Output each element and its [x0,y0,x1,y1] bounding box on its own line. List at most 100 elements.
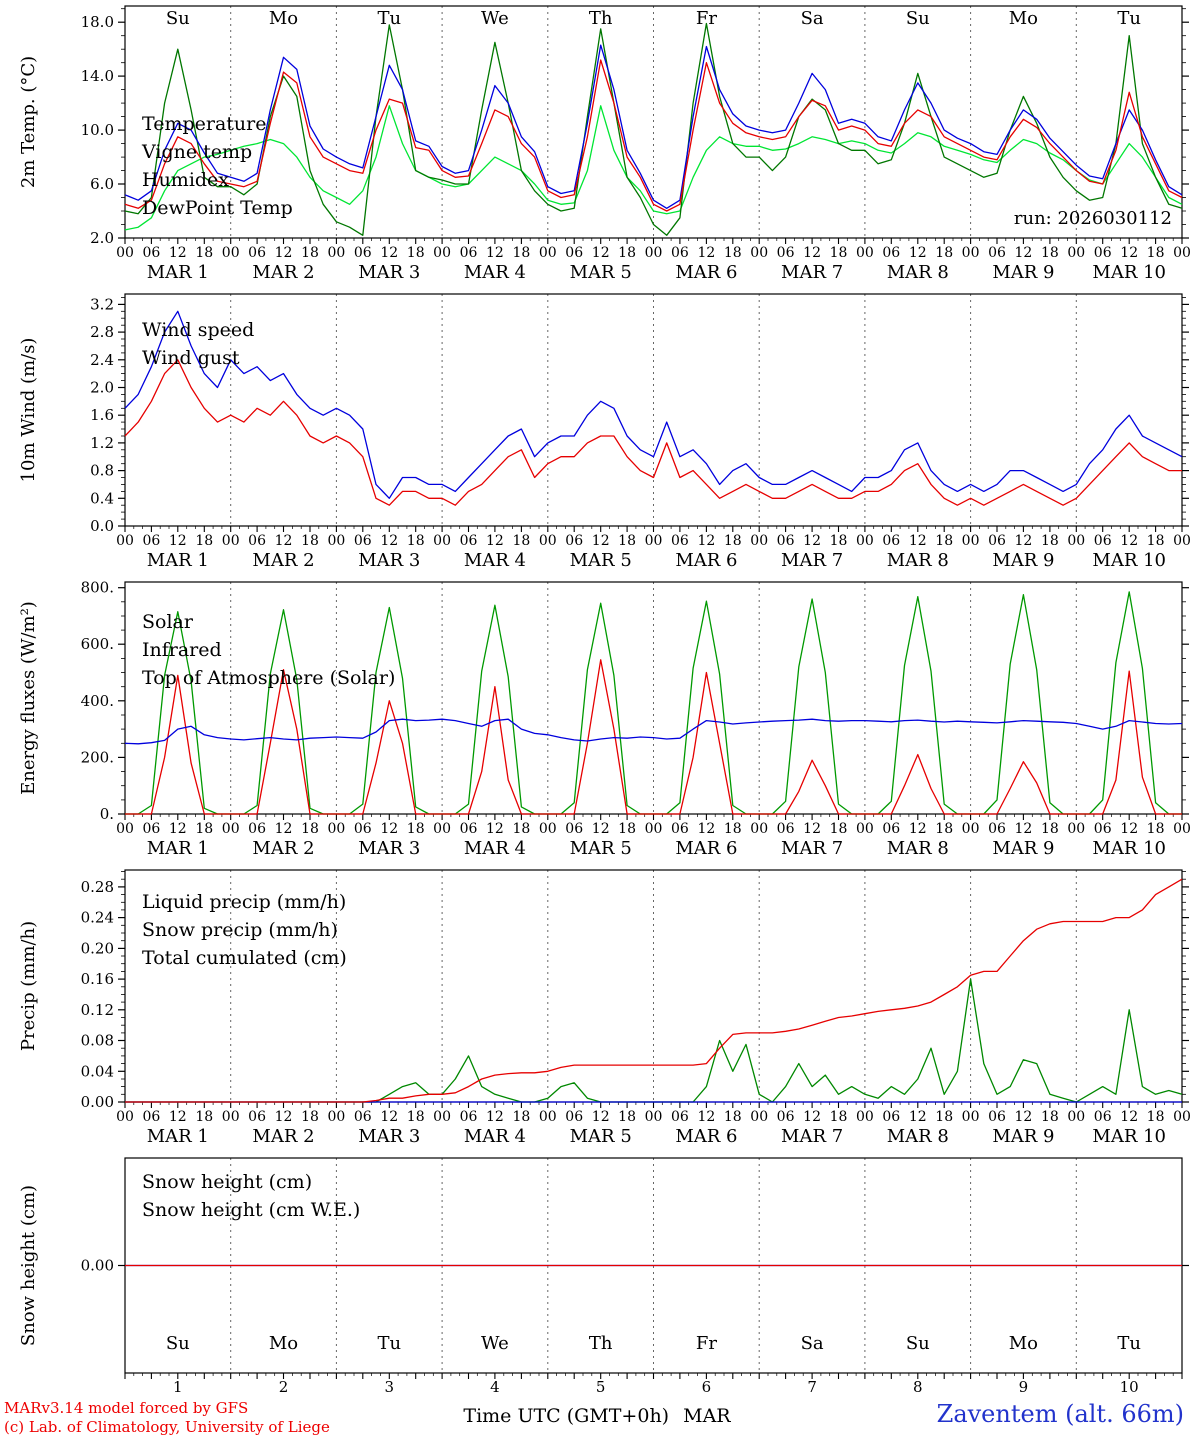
day-of-week-label: We [481,8,509,29]
y-tick-label: 800. [81,579,114,597]
time-utc-label: Time UTC (GMT+0h) [463,1405,670,1427]
x-tick-label: 00 [750,821,768,837]
x-axis-title: Time UTC (GMT+0h) MAR [0,1405,1194,1427]
x-tick-label: 00 [1067,245,1085,261]
series-infrared [124,718,1183,745]
legend-label: Solar [142,611,194,633]
x-tick-label: 06 [777,1109,795,1125]
month-label: MAR [683,1405,731,1427]
x-day-label: MAR 5 [570,262,632,283]
x-day-label: MAR 8 [887,262,949,283]
x-tick-label: 12 [803,1109,821,1125]
x-tick-label: 06 [1094,1109,1112,1125]
x-tick-label: 00 [856,245,874,261]
x-tick-label: 00 [433,245,451,261]
x-tick-label: 12 [697,245,715,261]
x-tick-label: 12 [592,821,610,837]
x-tick-label: 12 [1014,821,1032,837]
y-axis-title: Energy fluxes (W/m²) [18,601,39,795]
day-of-week-label: Mo [1009,8,1038,29]
x-tick-label: 06 [671,821,689,837]
legend-label: Liquid precip (mm/h) [142,891,346,913]
x-tick-label: 00 [539,533,557,549]
x-day-label: MAR 10 [1092,550,1166,571]
x-tick-label: 06 [988,245,1006,261]
x-tick-label: 06 [882,1109,900,1125]
x-tick-label: 18 [1147,245,1165,261]
x-tick-label: 06 [671,245,689,261]
x-tick-label: 06 [248,533,266,549]
x-tick-label: 00 [962,533,980,549]
x-tick-label: 12 [909,821,927,837]
y-axis-title: 10m Wind (m/s) [18,338,39,483]
x-tick-label: 12 [909,1109,927,1125]
x-tick-label: 00 [222,533,240,549]
y-tick-label: 2.0 [90,229,114,247]
y-tick-label: 14.0 [81,67,114,85]
x-tick-label: 00 [327,245,345,261]
x-tick-label: 00 [645,1109,663,1125]
y-tick-label: 6.0 [90,175,114,193]
x-tick-label: 18 [830,821,848,837]
x-tick-label: 00 [1067,1109,1085,1125]
y-tick-label: 0.00 [81,1257,114,1275]
x-tick-label: 12 [380,821,398,837]
x-day-label: MAR 1 [147,262,209,283]
x-day-label: MAR 9 [992,838,1054,859]
y-axis-title: 2m Temp. (°C) [18,56,39,188]
x-tick-label: 06 [777,245,795,261]
x-tick-label: 12 [169,533,187,549]
x-tick-label: 00 [1173,245,1191,261]
x-tick-label: 00 [1173,533,1191,549]
x-tick-label: 06 [354,245,372,261]
x-tick-label: 06 [460,821,478,837]
x-day-label: MAR 1 [147,1126,209,1147]
x-tick-label: 12 [803,821,821,837]
x-tick-label: 18 [512,533,530,549]
x-tick-label: 18 [301,1109,319,1125]
x-tick-label: 18 [830,1109,848,1125]
x-tick-label: 12 [380,533,398,549]
x-tick-label: 00 [1067,821,1085,837]
day-of-week-label: Su [166,8,190,29]
x-tick-label: 06 [142,245,160,261]
panel-precip: 0.00 0.04 0.08 0.12 0.16 0.20 0.24 0.28 00 06 12 18… [18,869,1191,1147]
x-tick-label: 06 [882,821,900,837]
x-tick-label: 00 [539,1109,557,1125]
x-tick-label: 00 [327,821,345,837]
y-tick-label: 0.08 [81,1032,114,1050]
x-tick-label: 12 [592,533,610,549]
x-tick-label: 12 [380,1109,398,1125]
x-tick-label: 18 [195,245,213,261]
x-tick-label: 12 [486,533,504,549]
x-day-label: MAR 7 [781,262,843,283]
x-day-label: MAR 10 [1092,262,1166,283]
x-tick-label: 06 [1094,821,1112,837]
x-tick-label: 12 [1014,533,1032,549]
day-number-label: 6 [702,1378,712,1396]
x-tick-label: 18 [724,821,742,837]
x-tick-label: 00 [750,1109,768,1125]
chart-footer: MARv3.14 model forced by GFS (c) Lab. of… [0,1398,1194,1440]
y-tick-label: 600. [81,635,114,653]
x-tick-label: 06 [248,1109,266,1125]
x-day-label: MAR 2 [252,838,314,859]
x-day-label: MAR 10 [1092,838,1166,859]
x-tick-label: 06 [565,1109,583,1125]
x-tick-label: 18 [724,245,742,261]
x-day-label: MAR 5 [570,838,632,859]
x-day-label: MAR 6 [675,262,737,283]
day-number-label: 1 [173,1378,183,1396]
x-tick-label: 18 [407,1109,425,1125]
x-tick-label: 12 [909,245,927,261]
x-day-label: MAR 4 [464,550,526,571]
x-tick-label: 12 [909,533,927,549]
x-tick-label: 06 [671,533,689,549]
day-number-label: 7 [807,1378,817,1396]
x-tick-label: 18 [1147,821,1165,837]
x-tick-label: 12 [275,245,293,261]
x-tick-label: 00 [1067,533,1085,549]
station-label: Zaventem (alt. 66m) [936,1400,1184,1428]
x-tick-label: 00 [433,821,451,837]
y-tick-label: 2.0 [90,379,114,397]
